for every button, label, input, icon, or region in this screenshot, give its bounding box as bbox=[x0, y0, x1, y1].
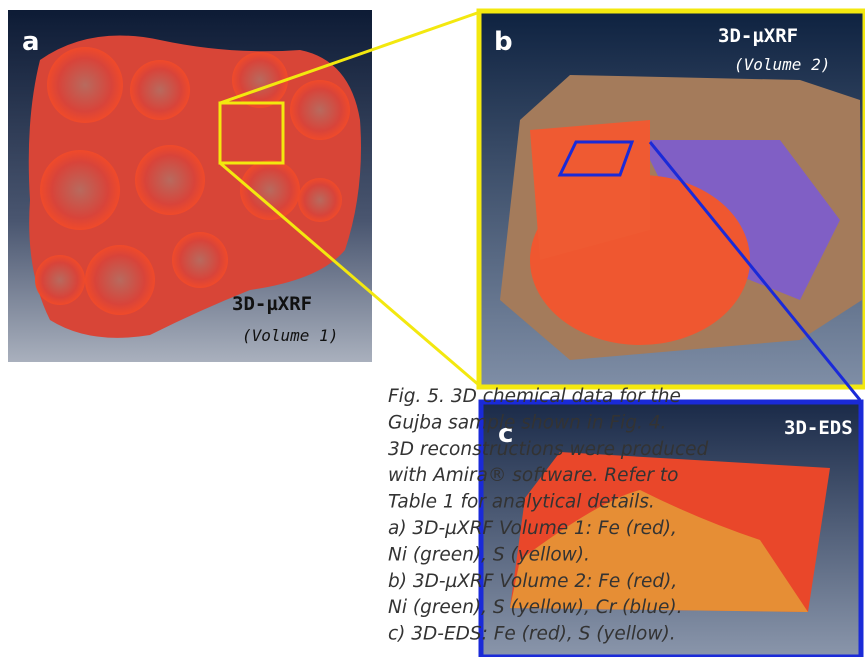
panel-title: 3D-EDS bbox=[784, 417, 853, 439]
figure: a 3D-µXRF (Volume 1) b 3D-µXRF (Volume 2… bbox=[0, 0, 865, 657]
caption-line: c) 3D-EDS: Fe (red), S (yellow). bbox=[388, 624, 676, 645]
caption-line: Ni (green), S (yellow), Cr (blue). bbox=[388, 597, 682, 618]
panel-subtitle: (Volume 1) bbox=[242, 326, 338, 345]
caption-line: Table 1 for analytical details. bbox=[388, 492, 655, 513]
panel-label: a bbox=[22, 27, 40, 57]
panel-label: b bbox=[494, 27, 513, 57]
panel-title: 3D-µXRF bbox=[718, 25, 798, 47]
caption-line: with Amira® software. Refer to bbox=[388, 465, 678, 486]
panel-b: b 3D-µXRF (Volume 2) bbox=[479, 11, 865, 387]
caption-line: b) 3D-µXRF Volume 2: Fe (red), bbox=[388, 571, 677, 592]
caption-line: Fig. 5. 3D chemical data for the bbox=[388, 386, 681, 407]
caption-line: Gujba sample shown in Fig. 4. bbox=[388, 412, 666, 433]
caption-line: a) 3D-µXRF Volume 1: Fe (red), bbox=[388, 518, 677, 539]
panel-a: a 3D-µXRF (Volume 1) bbox=[8, 10, 372, 362]
panel-subtitle: (Volume 2) bbox=[734, 55, 830, 74]
caption-line: 3D reconstructions were produced bbox=[388, 439, 709, 460]
panel-title: 3D-µXRF bbox=[232, 293, 312, 315]
caption-line: Ni (green), S (yellow). bbox=[388, 544, 590, 565]
